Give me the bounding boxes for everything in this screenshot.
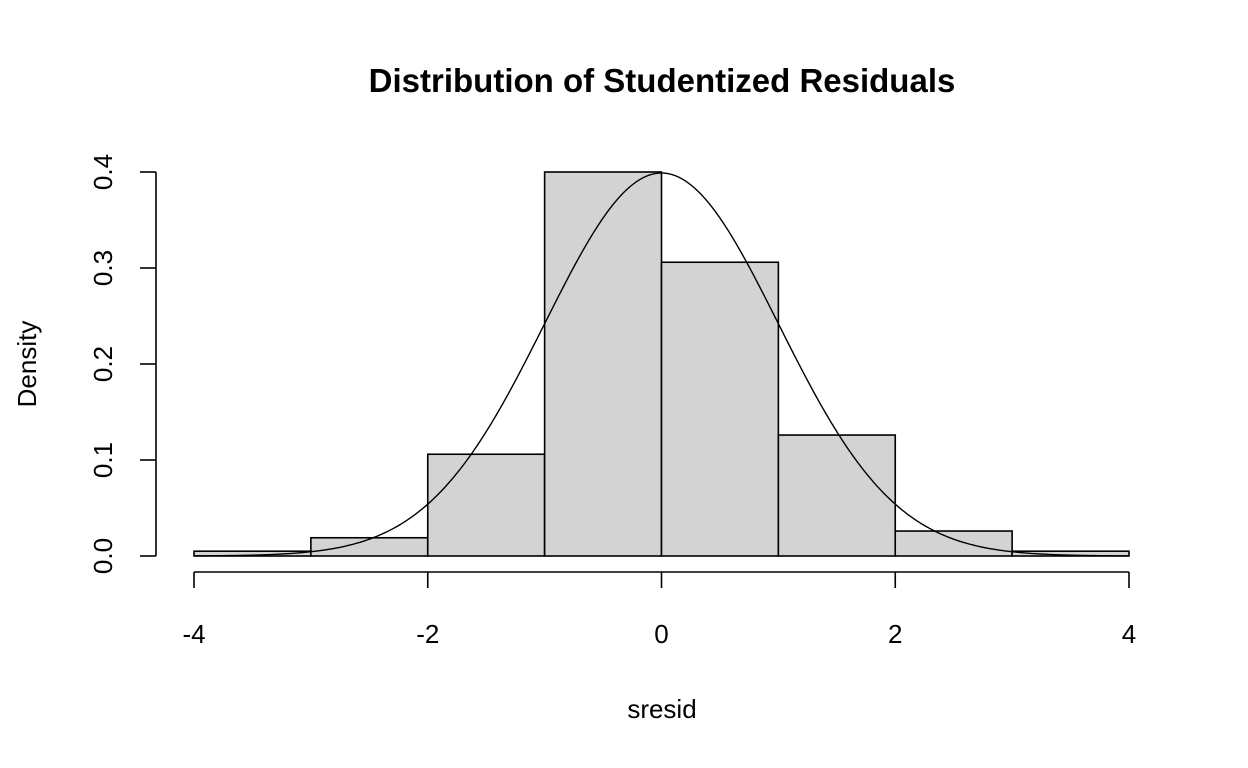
- histogram-bars: [193, 171, 1130, 557]
- x-axis: -4 -2 0 2 4: [182, 571, 1136, 649]
- x-tick-label: -4: [182, 619, 205, 649]
- histogram-bar: [660, 261, 780, 557]
- x-tick-label: 2: [888, 619, 902, 649]
- normal-density-curve: [193, 172, 1130, 557]
- histogram-bar: [777, 434, 897, 557]
- histogram-bar: [543, 171, 663, 557]
- y-axis: 0.0 0.1 0.2 0.3 0.4: [88, 154, 157, 574]
- density-curve-layer: [193, 172, 1130, 557]
- y-tick-label: 0.2: [88, 346, 118, 382]
- histogram-bar: [426, 453, 546, 557]
- histogram-bar: [310, 536, 429, 557]
- x-tick-label: 4: [1122, 619, 1136, 649]
- x-tick-label: -2: [416, 619, 439, 649]
- y-tick-label: 0.3: [88, 250, 118, 286]
- x-tick-label: 0: [654, 619, 668, 649]
- y-axis-label: Density: [12, 321, 42, 408]
- histogram-bar: [894, 530, 1013, 557]
- histogram-bar: [1011, 550, 1130, 557]
- chart-title: Distribution of Studentized Residuals: [369, 62, 956, 99]
- x-axis-label: sresid: [627, 694, 696, 724]
- y-tick-label: 0.4: [88, 154, 118, 190]
- y-tick-label: 0.1: [88, 442, 118, 478]
- y-tick-label: 0.0: [88, 538, 118, 574]
